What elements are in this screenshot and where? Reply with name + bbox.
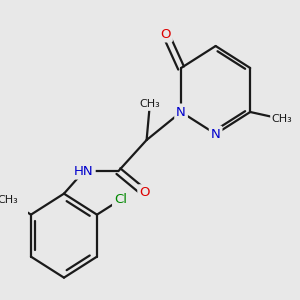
Text: N: N (176, 106, 186, 118)
Text: N: N (211, 128, 220, 140)
Text: CH₃: CH₃ (140, 99, 160, 109)
Text: Cl: Cl (114, 193, 127, 206)
Text: O: O (139, 186, 150, 199)
Text: CH₃: CH₃ (272, 114, 292, 124)
Text: CH₃: CH₃ (0, 195, 18, 205)
Text: HN: HN (74, 165, 94, 178)
Text: O: O (160, 28, 171, 40)
